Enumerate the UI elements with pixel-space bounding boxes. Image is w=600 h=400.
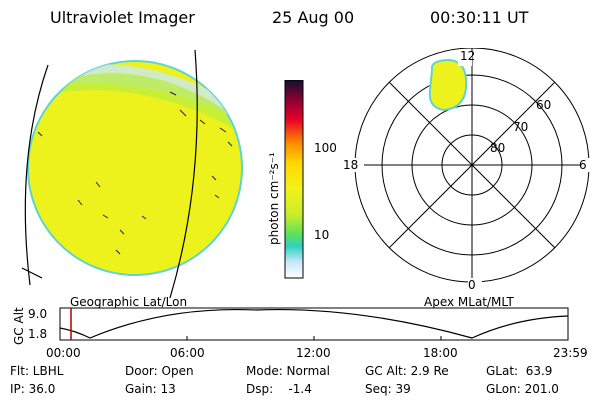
left-panel-caption: Geographic Lat/Lon <box>70 295 188 309</box>
auroral-blob <box>428 58 468 112</box>
longitude-line-left <box>24 64 49 286</box>
info-gc-alt: GC Alt: 2.9 Re <box>365 364 449 378</box>
time-tick-0600: 06:00 <box>170 346 205 360</box>
time-tick-2359: 23:59 <box>553 346 588 360</box>
info-filter: Flt: LBHL <box>10 364 64 378</box>
mlt-label-6: 6 <box>579 158 587 172</box>
info-glat: GLat: 63.9 <box>486 364 553 378</box>
colorbar-tick-10: 10 <box>314 228 330 242</box>
date-label: 25 Aug 00 <box>272 8 355 27</box>
mlt-label-18: 18 <box>343 158 359 172</box>
instrument-title: Ultraviolet Imager <box>50 8 195 27</box>
colorbar-tick-100: 100 <box>314 141 337 155</box>
altitude-axis-title: GC Alt <box>12 307 26 345</box>
altitude-strip[interactable] <box>56 306 572 346</box>
colorbar <box>284 80 304 279</box>
right-panel-caption: Apex MLat/MLT <box>424 295 514 309</box>
mlat-label-80: 80 <box>490 141 506 155</box>
info-seq: Seq: 39 <box>365 382 411 396</box>
time-tick-1800: 18:00 <box>423 346 458 360</box>
info-glon: GLon: 201.0 <box>486 382 559 396</box>
time-label: 00:30:11 UT <box>430 8 529 27</box>
polar-plot[interactable] <box>340 48 600 298</box>
info-dsp: Dsp: -1.4 <box>246 382 312 396</box>
colorbar-unit-label: photon cm⁻²s⁻¹ <box>267 152 281 245</box>
mlt-label-0: 0 <box>468 278 476 292</box>
mlt-label-12: 12 <box>460 49 476 63</box>
altitude-tick-low: 1.8 <box>28 327 48 341</box>
earth-disk-image[interactable] <box>0 40 260 300</box>
mlat-label-60: 60 <box>536 98 552 112</box>
altitude-tick-high: 9.0 <box>28 307 48 321</box>
mlat-label-70: 70 <box>513 120 529 134</box>
altitude-curve <box>59 308 569 339</box>
time-tick-0000: 00:00 <box>46 346 81 360</box>
info-gain: Gain: 13 <box>125 382 176 396</box>
info-ip: IP: 36.0 <box>10 382 56 396</box>
longitude-line-right <box>169 49 198 299</box>
info-mode: Mode: Normal <box>246 364 330 378</box>
time-tick-1200: 12:00 <box>296 346 331 360</box>
info-door: Door: Open <box>125 364 194 378</box>
